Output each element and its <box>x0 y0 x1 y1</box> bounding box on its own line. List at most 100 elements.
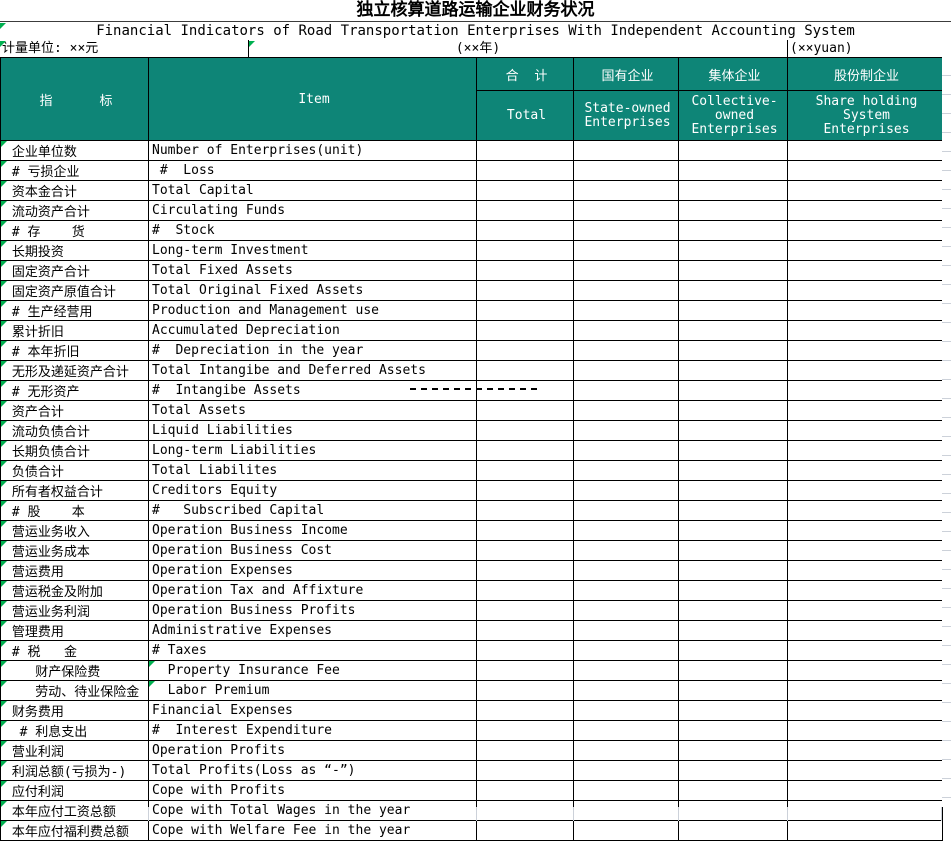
item-name-cell[interactable]: Accumulated Depreciation <box>148 320 477 341</box>
value-cell[interactable] <box>678 780 788 801</box>
header-cell-collective-zh[interactable]: 集体企业 <box>678 57 788 91</box>
indicator-name-cell[interactable]: 无形及递延资产合计 <box>0 360 149 381</box>
value-cell[interactable] <box>678 680 788 701</box>
value-cell[interactable] <box>573 280 679 301</box>
value-cell[interactable] <box>476 440 574 461</box>
item-name-cell[interactable]: Total Original Fixed Assets <box>148 280 477 301</box>
value-cell[interactable] <box>678 340 788 361</box>
header-cell-shareholding-en[interactable]: Share holding System Enterprises <box>787 90 943 141</box>
value-cell[interactable] <box>573 500 679 521</box>
value-cell[interactable] <box>573 620 679 641</box>
value-cell[interactable] <box>476 220 574 241</box>
value-cell[interactable] <box>573 760 679 781</box>
value-cell[interactable] <box>476 620 574 641</box>
value-cell[interactable] <box>787 400 943 421</box>
header-cell-indicator[interactable]: 指 标 <box>0 57 149 141</box>
item-name-cell[interactable]: Operation Business Income <box>148 520 477 541</box>
value-cell[interactable] <box>573 780 679 801</box>
value-cell[interactable] <box>678 740 788 761</box>
value-cell[interactable] <box>476 820 574 841</box>
value-cell[interactable] <box>573 440 679 461</box>
item-name-cell[interactable]: Total Intangibe and Deferred Assets <box>148 360 477 381</box>
header-cell-stateowned-zh[interactable]: 国有企业 <box>573 57 679 91</box>
value-cell[interactable] <box>476 540 574 561</box>
value-cell[interactable] <box>787 160 943 181</box>
indicator-name-cell[interactable]: 营运税金及附加 <box>0 580 149 601</box>
value-cell[interactable] <box>678 260 788 281</box>
item-name-cell[interactable]: # Stock <box>148 220 477 241</box>
item-name-cell[interactable]: # Intangibe Assets <box>148 380 477 401</box>
value-cell[interactable] <box>787 660 943 681</box>
value-cell[interactable] <box>476 360 574 381</box>
value-cell[interactable] <box>678 140 788 161</box>
item-name-cell[interactable]: Long-term Investment <box>148 240 477 261</box>
item-name-cell[interactable]: Production and Management use <box>148 300 477 321</box>
value-cell[interactable] <box>787 460 943 481</box>
value-cell[interactable] <box>678 480 788 501</box>
value-cell[interactable] <box>787 740 943 761</box>
indicator-name-cell[interactable]: 所有者权益合计 <box>0 480 149 501</box>
value-cell[interactable] <box>573 540 679 561</box>
indicator-name-cell[interactable]: 固定资产合计 <box>0 260 149 281</box>
indicator-name-cell[interactable]: 本年应付福利费总额 <box>0 820 149 841</box>
value-cell[interactable] <box>678 300 788 321</box>
header-cell-stateowned-en[interactable]: State-owned Enterprises <box>573 90 679 141</box>
value-cell[interactable] <box>476 380 574 401</box>
value-cell[interactable] <box>678 200 788 221</box>
value-cell[interactable] <box>678 420 788 441</box>
value-cell[interactable] <box>476 800 574 821</box>
value-cell[interactable] <box>787 280 943 301</box>
indicator-name-cell[interactable]: 负债合计 <box>0 460 149 481</box>
indicator-name-cell[interactable]: 营运费用 <box>0 560 149 581</box>
value-cell[interactable] <box>787 440 943 461</box>
value-cell[interactable] <box>573 300 679 321</box>
indicator-name-cell[interactable]: 营运业务成本 <box>0 540 149 561</box>
units-label-yuan[interactable]: (××yuan) <box>790 41 853 56</box>
value-cell[interactable] <box>787 820 943 841</box>
indicator-name-cell[interactable]: 劳动、待业保险金 <box>0 680 149 701</box>
value-cell[interactable] <box>476 760 574 781</box>
indicator-name-cell[interactable]: # 生产经营用 <box>0 300 149 321</box>
value-cell[interactable] <box>787 720 943 741</box>
value-cell[interactable] <box>476 240 574 261</box>
value-cell[interactable] <box>787 220 943 241</box>
value-cell[interactable] <box>573 260 679 281</box>
value-cell[interactable] <box>573 800 679 821</box>
item-name-cell[interactable]: Operation Profits <box>148 740 477 761</box>
value-cell[interactable] <box>678 280 788 301</box>
value-cell[interactable] <box>476 560 574 581</box>
value-cell[interactable] <box>678 700 788 721</box>
value-cell[interactable] <box>787 320 943 341</box>
item-name-cell[interactable]: Total Fixed Assets <box>148 260 477 281</box>
value-cell[interactable] <box>678 500 788 521</box>
indicator-name-cell[interactable]: 累计折旧 <box>0 320 149 341</box>
indicator-name-cell[interactable]: # 股 本 <box>0 500 149 521</box>
value-cell[interactable] <box>678 600 788 621</box>
value-cell[interactable] <box>476 260 574 281</box>
value-cell[interactable] <box>787 180 943 201</box>
value-cell[interactable] <box>787 700 943 721</box>
value-cell[interactable] <box>573 720 679 741</box>
value-cell[interactable] <box>573 600 679 621</box>
value-cell[interactable] <box>787 380 943 401</box>
header-cell-item[interactable]: Item <box>148 57 477 141</box>
value-cell[interactable] <box>476 680 574 701</box>
item-name-cell[interactable]: Operation Tax and Affixture <box>148 580 477 601</box>
indicator-name-cell[interactable]: 应付利润 <box>0 780 149 801</box>
value-cell[interactable] <box>787 760 943 781</box>
header-cell-total-zh[interactable]: 合 计 <box>476 57 574 91</box>
value-cell[interactable] <box>476 580 574 601</box>
indicator-name-cell[interactable]: # 无形资产 <box>0 380 149 401</box>
value-cell[interactable] <box>573 240 679 261</box>
value-cell[interactable] <box>573 660 679 681</box>
value-cell[interactable] <box>678 620 788 641</box>
value-cell[interactable] <box>678 240 788 261</box>
indicator-name-cell[interactable]: # 存 货 <box>0 220 149 241</box>
value-cell[interactable] <box>573 160 679 181</box>
indicator-name-cell[interactable]: 资本金合计 <box>0 180 149 201</box>
value-cell[interactable] <box>476 520 574 541</box>
indicator-name-cell[interactable]: # 利息支出 <box>0 720 149 741</box>
value-cell[interactable] <box>573 400 679 421</box>
item-name-cell[interactable]: # Loss <box>148 160 477 181</box>
value-cell[interactable] <box>573 380 679 401</box>
